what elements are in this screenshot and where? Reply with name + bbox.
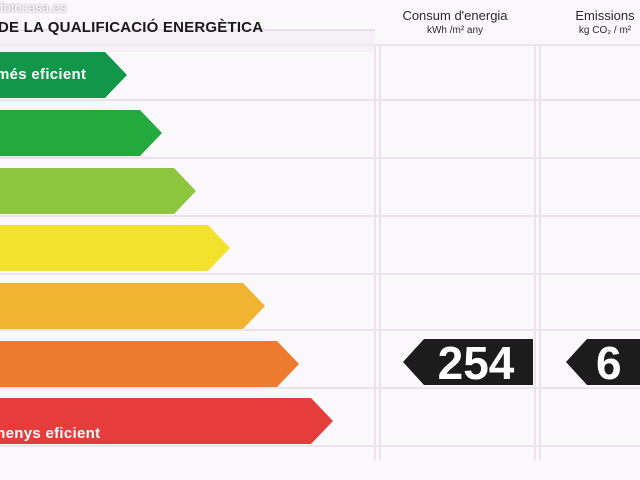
consumption-column-header: Consum d'energia kWh /m² any	[375, 8, 535, 36]
energy-bar-4	[0, 225, 230, 271]
most-efficient-label: més eficient	[0, 66, 87, 83]
consumption-unit: kWh /m² any	[426, 25, 484, 36]
emissions-value: 6	[596, 337, 622, 389]
consumption-label: Consum d'energia	[402, 8, 508, 23]
page-title: DE LA QUALIFICACIÓ ENERGÈTICA	[0, 19, 264, 36]
consumption-indicator-arrow	[403, 339, 533, 385]
energy-bar-2	[0, 110, 162, 156]
energy-bar-6	[0, 341, 299, 387]
energy-bar-5	[0, 283, 265, 329]
energy-bar-1	[0, 52, 127, 98]
emissions-column-header: Emissions kg CO₂ / m²	[550, 8, 640, 36]
energy-bar-3	[0, 168, 196, 214]
energy-bar-7	[0, 398, 333, 444]
least-efficient-label: menys eficient	[0, 425, 101, 442]
emissions-unit: kg CO₂ / m²	[578, 25, 632, 36]
watermark: fotocasa.es	[0, 0, 67, 15]
consumption-value: 254	[437, 337, 515, 389]
emissions-indicator-arrow	[566, 339, 640, 385]
emissions-label: Emissions	[575, 8, 635, 23]
